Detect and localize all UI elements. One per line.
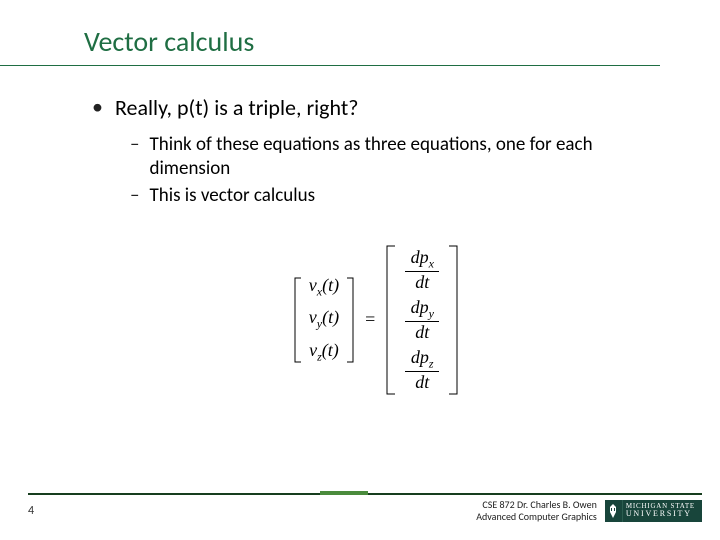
- equation-block: vx(t) vy(t) vz(t) = dpx: [92, 243, 660, 397]
- bullet-level2: – Think of these equations as three equa…: [92, 133, 660, 182]
- bullet-level1: • Really, p(t) is a triple, right?: [92, 94, 660, 123]
- equation-rhs: dpx dt dpy dt dpz dt: [385, 243, 459, 397]
- lhs-row: vy(t): [309, 303, 339, 336]
- right-bracket-icon: [345, 277, 355, 363]
- bullet-dot-icon: •: [92, 94, 103, 120]
- equation-lhs: vx(t) vy(t) vz(t): [293, 269, 355, 371]
- footer-accent-icon: [320, 491, 368, 495]
- frac-num: dpx: [408, 248, 437, 270]
- rhs-fraction: dpx dt: [405, 245, 439, 295]
- frac-den: dt: [412, 273, 432, 292]
- bullet-l2b-text: This is vector calculus: [149, 184, 315, 209]
- frac-den: dt: [412, 323, 432, 342]
- frac-num: dpy: [408, 298, 437, 320]
- msu-logo: MICHIGAN STATE UNIVERSITY: [605, 500, 702, 522]
- msu-logo-bottom: UNIVERSITY: [626, 510, 695, 518]
- footer-row: 4 CSE 872 Dr. Charles B. Owen Advanced C…: [0, 495, 720, 522]
- bullet-dash-icon: –: [130, 133, 139, 158]
- footer-line1: CSE 872 Dr. Charles B. Owen: [476, 499, 597, 511]
- vector-equation: vx(t) vy(t) vz(t) = dpx: [293, 243, 459, 397]
- bullet-level2: – This is vector calculus: [92, 184, 660, 209]
- slide-title: Vector calculus: [0, 24, 660, 66]
- frac-den: dt: [412, 373, 432, 392]
- left-bracket-icon: [293, 277, 303, 363]
- footer-line2: Advanced Computer Graphics: [476, 511, 597, 523]
- lhs-row: vx(t): [309, 271, 339, 304]
- slide: Vector calculus • Really, p(t) is a trip…: [0, 0, 720, 540]
- footer-credits: CSE 872 Dr. Charles B. Owen Advanced Com…: [476, 499, 597, 522]
- slide-body: • Really, p(t) is a triple, right? – Thi…: [0, 66, 720, 397]
- equals-sign: =: [365, 309, 375, 330]
- bullet-dash-icon: –: [130, 184, 139, 209]
- footer-right: CSE 872 Dr. Charles B. Owen Advanced Com…: [476, 499, 702, 522]
- frac-num: dpz: [408, 348, 437, 370]
- lhs-entries: vx(t) vy(t) vz(t): [303, 269, 345, 371]
- lhs-row: vz(t): [309, 336, 339, 369]
- spartan-helmet-icon: [605, 500, 623, 522]
- msu-words: MICHIGAN STATE UNIVERSITY: [623, 503, 698, 517]
- rhs-fraction: dpz dt: [405, 345, 439, 395]
- slide-footer: 4 CSE 872 Dr. Charles B. Owen Advanced C…: [0, 493, 720, 522]
- bullet-l2a-text: Think of these equations as three equati…: [149, 133, 660, 182]
- left-bracket-icon: [385, 245, 397, 395]
- page-number: 4: [28, 504, 34, 518]
- right-bracket-icon: [447, 245, 459, 395]
- rhs-entries: dpx dt dpy dt dpz dt: [397, 243, 447, 397]
- rhs-fraction: dpy dt: [405, 295, 439, 345]
- bullet-l1-text: Really, p(t) is a triple, right?: [115, 94, 358, 123]
